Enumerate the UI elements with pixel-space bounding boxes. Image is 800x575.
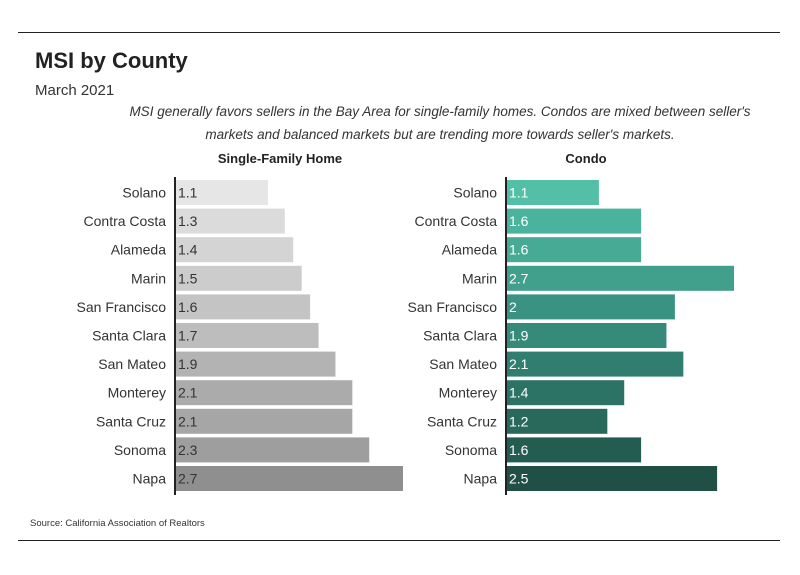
sfh-bar <box>175 408 353 434</box>
condo-value-label: 1.4 <box>509 385 529 401</box>
condo-bar <box>506 380 625 406</box>
sfh-value-label: 2.1 <box>178 413 198 429</box>
sfh-category-label: Marin <box>131 270 166 286</box>
condo-bar <box>506 294 675 320</box>
bottom-rule <box>18 540 780 541</box>
sfh-bar <box>175 351 336 377</box>
sfh-bar <box>175 208 285 234</box>
sfh-value-label: 1.3 <box>178 213 198 229</box>
condo-category-label: Alameda <box>442 242 497 258</box>
condo-category-label: Santa Cruz <box>427 413 497 429</box>
condo-category-label: Santa Clara <box>423 328 497 344</box>
chart-note: MSI generally favors sellers in the Bay … <box>129 104 751 142</box>
condo-bar <box>506 265 734 291</box>
condo-category-label: San Francisco <box>408 299 498 315</box>
chart-title: MSI by County <box>35 48 188 73</box>
sfh-value-label: 1.6 <box>178 299 198 315</box>
condo-value-label: 2 <box>509 299 517 315</box>
sfh-value-label: 1.1 <box>178 185 198 201</box>
condo-value-label: 1.9 <box>509 328 529 344</box>
condo-value-label: 1.6 <box>509 213 529 229</box>
sfh-bar <box>175 237 294 263</box>
top-rule <box>18 32 780 33</box>
sfh-bar <box>175 380 353 406</box>
condo-bar <box>506 180 599 205</box>
chart-subtitle: March 2021 <box>35 82 115 99</box>
sfh-value-label: 1.9 <box>178 356 198 372</box>
sfh-bar <box>175 323 319 348</box>
sfh-category-label: Napa <box>133 471 167 487</box>
sfh-value-label: 1.7 <box>178 328 198 344</box>
condo-value-label: 2.1 <box>509 356 529 372</box>
condo-bar <box>506 237 642 263</box>
condo-category-label: Napa <box>464 471 498 487</box>
sfh-category-label: Santa Clara <box>92 328 166 344</box>
sfh-bar <box>175 180 268 205</box>
condo-value-label: 1.6 <box>509 442 529 458</box>
sfh-bar <box>175 437 370 463</box>
sfh-category-label: Alameda <box>111 242 166 258</box>
condo-bar <box>506 351 684 377</box>
sfh-category-label: Contra Costa <box>84 213 167 229</box>
sfh-value-label: 2.1 <box>178 385 198 401</box>
condo-value-label: 2.5 <box>509 471 529 487</box>
sfh-category-label: Monterey <box>108 385 166 401</box>
sfh-bar <box>175 294 311 320</box>
sfh-category-label: San Mateo <box>98 356 166 372</box>
sfh-value-label: 1.4 <box>178 242 198 258</box>
sfh-category-label: Sonoma <box>114 442 166 458</box>
condo-category-label: Monterey <box>439 385 497 401</box>
sfh-bar <box>175 466 403 491</box>
sfh-bar <box>175 265 302 291</box>
sfh-value-label: 1.5 <box>178 270 198 286</box>
sfh-value-label: 2.7 <box>178 471 198 487</box>
condo-value-label: 1.6 <box>509 242 529 258</box>
condo-bar <box>506 437 642 463</box>
condo-category-label: San Mateo <box>429 356 497 372</box>
sfh-panel-title: Single-Family Home <box>218 151 342 166</box>
sfh-category-label: San Francisco <box>77 299 167 315</box>
condo-category-label: Sonoma <box>445 442 497 458</box>
condo-bar <box>506 466 718 491</box>
condo-value-label: 1.1 <box>509 185 529 201</box>
condo-bar <box>506 208 642 234</box>
sfh-value-label: 2.3 <box>178 442 198 458</box>
source-note: Source: California Association of Realto… <box>30 518 205 529</box>
condo-value-label: 1.2 <box>509 413 529 429</box>
condo-bar <box>506 408 608 434</box>
condo-bar <box>506 323 667 348</box>
condo-value-label: 2.7 <box>509 270 529 286</box>
sfh-category-label: Solano <box>122 185 166 201</box>
condo-category-label: Solano <box>453 185 497 201</box>
condo-category-label: Contra Costa <box>415 213 498 229</box>
condo-panel-title: Condo <box>565 151 606 166</box>
sfh-category-label: Santa Cruz <box>96 413 166 429</box>
condo-category-label: Marin <box>462 270 497 286</box>
